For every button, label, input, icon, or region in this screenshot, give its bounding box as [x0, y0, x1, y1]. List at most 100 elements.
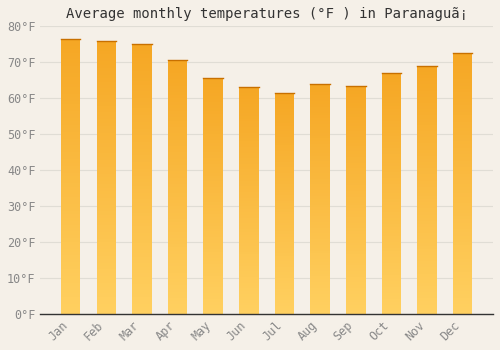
Bar: [239, 187, 258, 189]
Bar: [274, 187, 294, 189]
Bar: [453, 193, 472, 197]
Bar: [274, 231, 294, 234]
Bar: [346, 205, 366, 208]
Bar: [274, 220, 294, 223]
Bar: [132, 199, 152, 203]
Bar: [168, 175, 188, 178]
Bar: [61, 39, 80, 42]
Bar: [204, 117, 223, 120]
Bar: [204, 279, 223, 281]
Bar: [382, 136, 401, 139]
Bar: [310, 205, 330, 208]
Bar: [132, 44, 152, 48]
Bar: [204, 237, 223, 240]
Bar: [96, 242, 116, 246]
Bar: [168, 146, 188, 149]
Bar: [417, 280, 437, 283]
Bar: [310, 135, 330, 139]
Bar: [132, 284, 152, 287]
Bar: [168, 98, 188, 101]
Bar: [168, 231, 188, 235]
Bar: [132, 91, 152, 95]
Bar: [96, 310, 116, 314]
Bar: [310, 130, 330, 133]
Bar: [310, 285, 330, 288]
Bar: [382, 115, 401, 118]
Bar: [382, 226, 401, 230]
Bar: [204, 131, 223, 134]
Bar: [239, 263, 258, 266]
Bar: [382, 154, 401, 157]
Bar: [417, 106, 437, 109]
Bar: [96, 170, 116, 174]
Bar: [132, 122, 152, 125]
Bar: [382, 205, 401, 209]
Bar: [274, 192, 294, 195]
Bar: [346, 91, 366, 94]
Bar: [310, 199, 330, 202]
Bar: [96, 177, 116, 181]
Bar: [382, 263, 401, 266]
Bar: [61, 235, 80, 238]
Bar: [453, 301, 472, 304]
Bar: [204, 93, 223, 96]
Bar: [346, 291, 366, 294]
Bar: [239, 153, 258, 155]
Bar: [132, 280, 152, 284]
Bar: [61, 238, 80, 242]
Bar: [453, 275, 472, 278]
Bar: [204, 90, 223, 93]
Bar: [453, 89, 472, 92]
Bar: [453, 291, 472, 294]
Bar: [274, 104, 294, 107]
Bar: [132, 179, 152, 182]
Bar: [417, 153, 437, 156]
Bar: [346, 103, 366, 106]
Bar: [417, 236, 437, 239]
Bar: [132, 216, 152, 219]
Bar: [310, 259, 330, 262]
Bar: [132, 233, 152, 236]
Bar: [168, 288, 188, 292]
Bar: [382, 293, 401, 296]
Bar: [204, 137, 223, 140]
Bar: [453, 242, 472, 245]
Bar: [274, 201, 294, 203]
Bar: [453, 99, 472, 102]
Bar: [239, 223, 258, 226]
Bar: [417, 246, 437, 249]
Bar: [274, 154, 294, 156]
Bar: [382, 199, 401, 203]
Bar: [382, 166, 401, 169]
Bar: [132, 128, 152, 132]
Bar: [417, 221, 437, 224]
Bar: [417, 218, 437, 221]
Bar: [168, 105, 188, 108]
Bar: [239, 297, 258, 300]
Bar: [382, 133, 401, 136]
Bar: [96, 147, 116, 150]
Bar: [417, 109, 437, 112]
Bar: [346, 214, 366, 217]
Bar: [417, 159, 437, 162]
Bar: [453, 210, 472, 213]
Bar: [168, 165, 188, 168]
Bar: [61, 49, 80, 52]
Bar: [239, 96, 258, 99]
Bar: [168, 86, 188, 89]
Bar: [417, 283, 437, 286]
Bar: [453, 203, 472, 206]
Bar: [239, 127, 258, 130]
Bar: [204, 161, 223, 164]
Bar: [346, 114, 366, 117]
Bar: [204, 270, 223, 273]
Bar: [382, 118, 401, 121]
Bar: [168, 130, 188, 133]
Bar: [132, 166, 152, 169]
Bar: [417, 199, 437, 202]
Bar: [132, 172, 152, 176]
Bar: [382, 251, 401, 254]
Bar: [239, 116, 258, 119]
Bar: [61, 280, 80, 283]
Bar: [239, 218, 258, 220]
